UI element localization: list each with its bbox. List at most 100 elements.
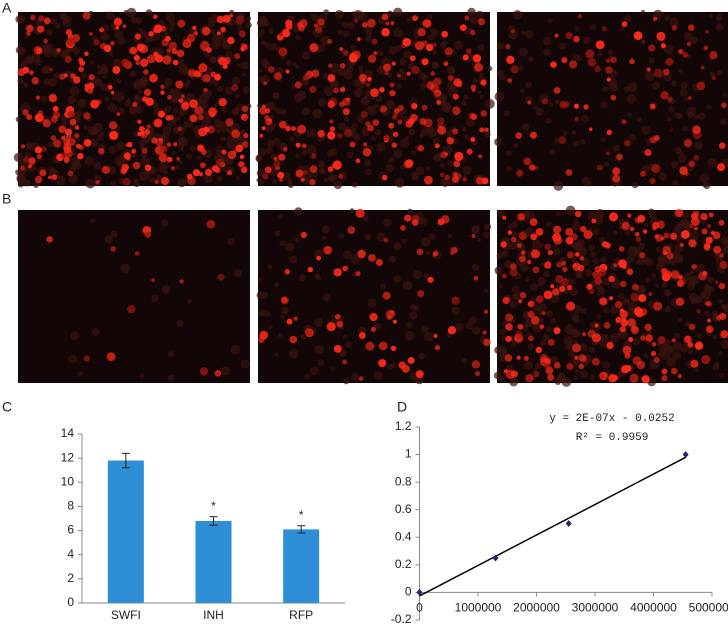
cell-dim: [678, 317, 683, 322]
cell: [122, 177, 131, 186]
cell-dim: [582, 36, 591, 45]
cell: [281, 296, 288, 303]
cell-dim: [715, 14, 723, 22]
cell: [123, 152, 131, 160]
cell: [675, 297, 685, 306]
cell-dim: [294, 93, 304, 103]
cell: [208, 107, 218, 117]
cell-dim: [590, 24, 597, 31]
cell-dim: [664, 289, 672, 297]
cell-dim: [63, 120, 69, 126]
cell: [214, 369, 222, 377]
cell: [383, 63, 392, 72]
cell-dim: [472, 326, 481, 335]
cell: [507, 230, 513, 235]
cell-dim: [91, 328, 100, 337]
cell: [116, 112, 121, 116]
cell-dim: [401, 238, 407, 244]
cell: [53, 139, 62, 148]
cell-dim: [715, 23, 724, 32]
cell-dim: [617, 292, 625, 300]
cell: [525, 373, 534, 383]
cell: [553, 87, 561, 94]
cell: [144, 128, 150, 134]
cell: [565, 169, 573, 176]
cell-dim: [509, 377, 519, 387]
cell-dim: [708, 285, 715, 293]
cell-dim: [530, 283, 538, 291]
cell: [618, 245, 625, 252]
cell-dim: [420, 127, 430, 137]
cell: [482, 330, 487, 335]
cell: [599, 297, 608, 306]
cell-dim: [240, 359, 250, 369]
cell-dim: [589, 374, 596, 380]
cell: [505, 335, 512, 343]
cell: [424, 175, 433, 185]
cell: [470, 136, 476, 142]
cell: [621, 21, 628, 27]
cell-dim: [313, 317, 324, 327]
cell-dim: [554, 378, 561, 386]
cell-dim: [300, 334, 307, 340]
cell-dim: [461, 99, 467, 106]
cell-dim: [126, 7, 137, 18]
cell: [586, 283, 593, 290]
cell: [606, 151, 610, 156]
cell: [342, 265, 348, 272]
cell: [259, 133, 264, 138]
cell: [539, 324, 545, 329]
cell-dim: [572, 140, 580, 147]
cell-dim: [100, 63, 107, 71]
cell: [110, 41, 115, 46]
cell-dim: [637, 242, 646, 250]
cell-dim: [212, 124, 222, 133]
cell-dim: [637, 285, 646, 295]
cell-dim: [279, 240, 286, 247]
cell-dim: [573, 25, 580, 32]
cell: [28, 157, 36, 165]
cell-dim: [461, 358, 467, 364]
cell-dim: [484, 98, 495, 109]
cell-dim: [383, 218, 392, 227]
cell-dim: [323, 9, 329, 15]
cell: [516, 169, 524, 177]
cell: [441, 30, 449, 38]
cell: [225, 118, 234, 127]
cell-dim: [342, 30, 350, 38]
cell: [510, 236, 517, 243]
point: [682, 451, 689, 459]
cell-dim: [189, 145, 197, 153]
cell: [529, 164, 536, 171]
cell-dim: [314, 249, 324, 259]
cell: [679, 242, 684, 247]
cell-dim: [274, 230, 281, 237]
cell: [621, 316, 627, 323]
cell-dim: [699, 173, 710, 184]
cell: [34, 113, 44, 123]
cell: [676, 279, 685, 288]
cell-dim: [361, 129, 370, 137]
cell: [206, 220, 216, 229]
cell: [688, 323, 696, 331]
cell: [329, 126, 336, 132]
cell: [565, 227, 574, 236]
cell-dim: [347, 21, 355, 30]
cell: [707, 224, 712, 229]
cell-dim: [60, 50, 68, 58]
cell: [518, 231, 527, 240]
cell-dim: [446, 129, 454, 136]
cell-dim: [389, 362, 396, 369]
cell: [115, 26, 120, 30]
cell: [215, 158, 225, 167]
cell: [367, 18, 376, 28]
cell-dim: [722, 92, 727, 98]
cell: [79, 60, 86, 66]
cell: [392, 131, 399, 138]
cell: [580, 225, 587, 233]
cell-dim: [319, 168, 326, 175]
cell: [559, 285, 566, 293]
cell-dim: [258, 309, 266, 317]
cell-dim: [423, 331, 434, 342]
cell: [465, 48, 472, 54]
